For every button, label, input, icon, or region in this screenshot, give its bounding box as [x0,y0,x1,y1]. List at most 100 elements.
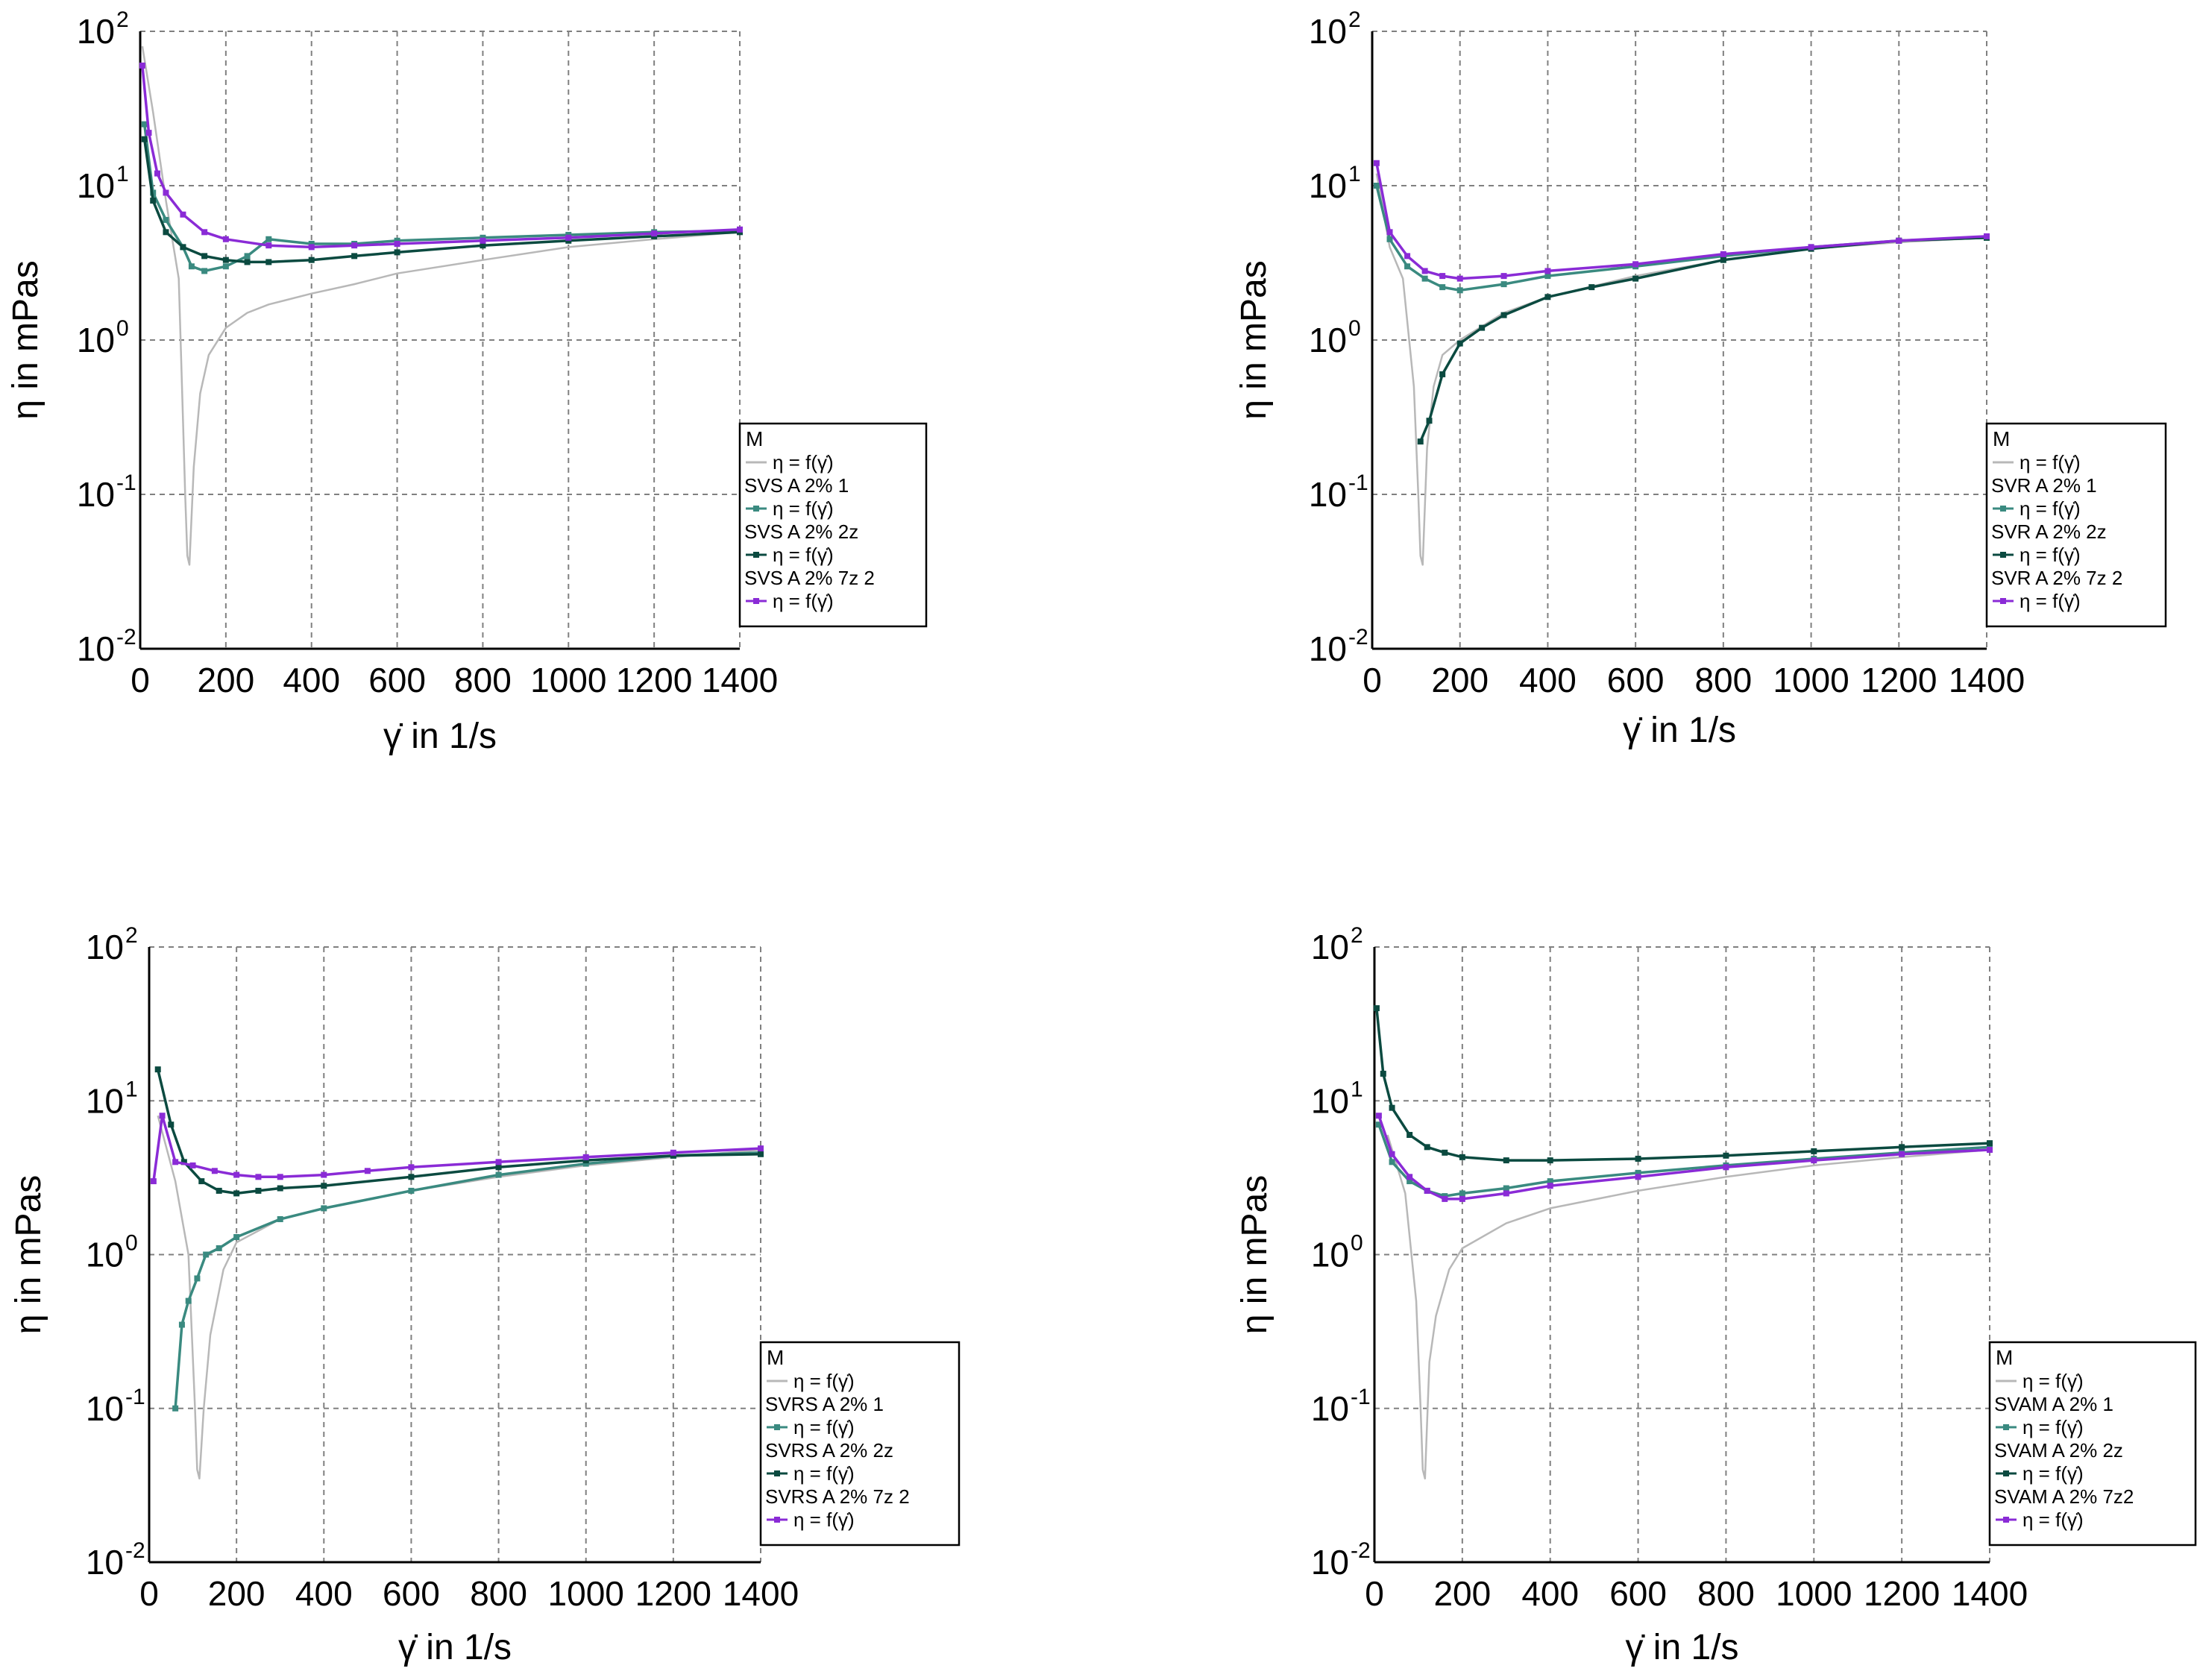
data-point [1406,1174,1413,1180]
x-axis-label: γ̇ in 1/s [1625,1628,1738,1667]
data-point [139,62,145,69]
legend-entry-label: η = f(γ̇) [773,497,834,520]
data-point [1544,273,1551,280]
legend-group-label: SVRS A 2% 1 [765,1393,884,1415]
y-tick-label: 10 [86,1543,124,1582]
data-point [351,242,358,249]
legend-box [1985,422,2167,628]
y-tick-exponent: 0 [116,316,129,341]
y-tick-label: 10 [86,1389,124,1428]
y-tick-label: 10 [1309,629,1347,668]
x-tick-label: 600 [368,661,426,699]
series-1 [1386,1134,1990,1480]
legend-entry-label: η = f(γ̇) [2022,1416,2084,1438]
legend-entry-label: η = f(γ̇) [793,1416,855,1438]
legend-box [738,422,928,628]
legend-group-label: SVR A 2% 2z [1991,520,2107,543]
legend-entry-label: η = f(γ̇) [2022,1370,2084,1392]
data-point [1406,1132,1413,1139]
y-tick-label: 10 [77,166,115,205]
x-tick-label: 200 [1433,1574,1491,1613]
data-point [255,1187,262,1194]
data-point [1500,312,1507,318]
series-2 [1375,1121,1993,1200]
data-point [1500,273,1507,280]
data-point [1588,284,1595,291]
y-tick-label: 10 [1309,166,1347,205]
y-tick-label: 10 [1309,12,1347,51]
y-tick-exponent: -2 [1348,625,1368,649]
data-point [1544,294,1551,301]
data-point [1442,1195,1448,1202]
y-axis-label: η in mPas [6,260,45,419]
data-point [1442,1149,1448,1156]
legend-group-label: SVR A 2% 7z 2 [1991,567,2122,589]
data-point [265,236,272,242]
x-tick-label: 1400 [702,661,778,699]
data-point [495,1159,502,1165]
series-line [157,1115,761,1480]
data-point [1811,1157,1817,1164]
legend-marker [2003,1517,2009,1523]
legend-group-label: SVS A 2% 1 [744,474,849,497]
data-point [180,244,186,251]
x-tick-label: 200 [197,661,254,699]
y-tick-label: 10 [1311,1543,1349,1582]
data-point [159,1113,166,1119]
data-point [1459,1154,1465,1160]
data-point [198,1178,205,1185]
data-point [582,1154,589,1160]
x-tick-label: 400 [1519,661,1577,699]
data-point [651,230,658,237]
data-point [1456,275,1463,282]
data-point [141,136,148,142]
legend-marker [2000,552,2006,558]
legend-group-label: SVR A 2% 1 [1991,474,2097,497]
data-point [1373,160,1380,166]
legend-group-label: SVAM A 2% 1 [1994,1393,2113,1415]
legend-entry-label: η = f(γ̇) [793,1508,855,1531]
data-point [408,1164,415,1171]
data-point [1899,1151,1905,1157]
data-point [201,268,208,274]
data-point [758,1151,764,1157]
data-point [255,1174,262,1180]
data-point [1375,1121,1382,1128]
data-point [1459,1195,1465,1202]
x-tick-label: 1000 [548,1574,624,1613]
series-4 [150,1113,764,1185]
data-point [216,1245,222,1251]
y-tick-exponent: -1 [116,471,136,495]
legend-entry-label: η = f(γ̇) [773,544,834,566]
legend-marker [2000,506,2006,512]
y-tick-exponent: -2 [116,625,136,649]
data-point [1547,1178,1553,1185]
data-point [233,1233,240,1240]
legend-title: M [767,1346,784,1369]
y-tick-label: 10 [86,1236,124,1274]
legend-box [759,1341,961,1547]
data-point [1479,324,1486,331]
x-tick-label: 0 [139,1574,159,1613]
y-tick-label: 10 [86,1081,124,1120]
data-point [1632,261,1639,268]
y-tick-exponent: -2 [1351,1538,1371,1563]
series-4 [1373,160,1990,282]
y-tick-exponent: -1 [1348,471,1368,495]
data-point [1386,229,1393,236]
data-point [201,253,208,259]
data-point [1720,257,1726,263]
x-tick-label: 600 [1607,661,1665,699]
data-point [277,1174,283,1180]
data-point [321,1171,327,1178]
data-point [670,1149,676,1156]
series-4 [1375,1113,1993,1202]
data-point [321,1183,327,1189]
data-point [1389,1159,1395,1165]
data-point [163,229,169,236]
y-tick-exponent: 1 [125,1077,138,1101]
data-point [1439,273,1446,280]
data-point [154,170,160,177]
